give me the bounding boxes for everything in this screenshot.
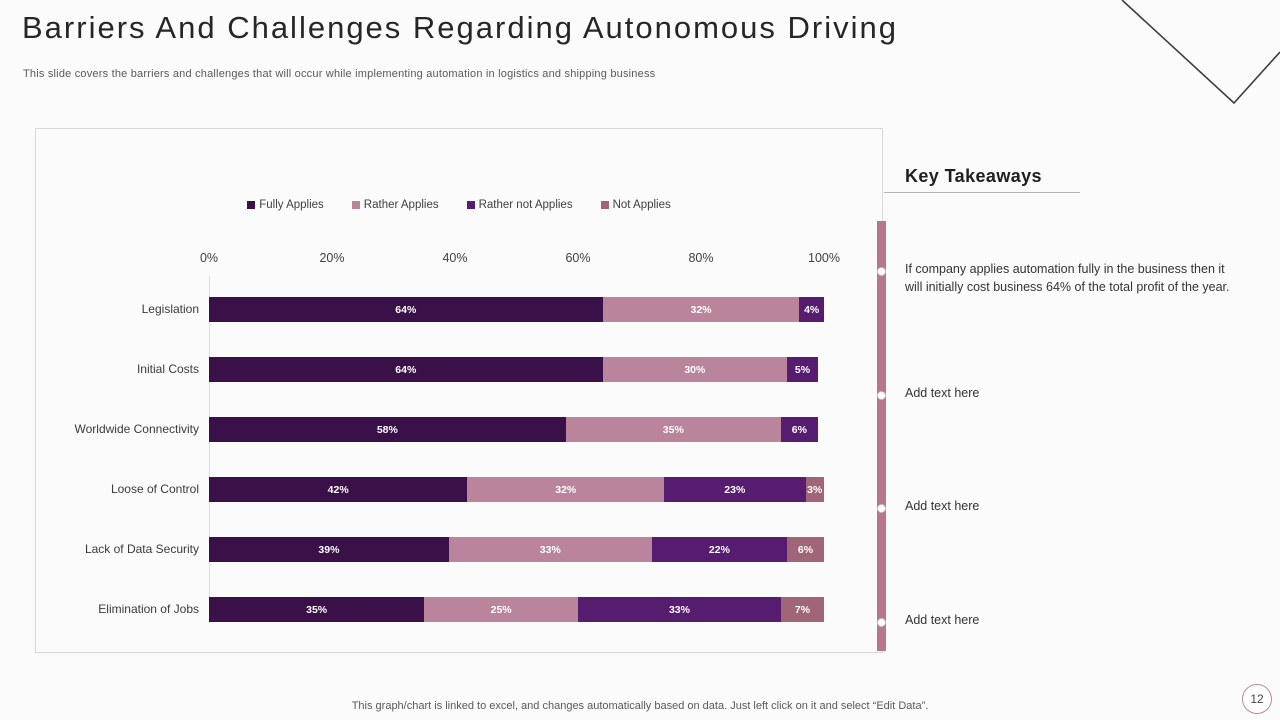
legend-swatch-rather-applies [351, 201, 360, 209]
takeaway-placeholder[interactable]: Add text here [905, 613, 980, 627]
page-title: Barriers And Challenges Regarding Autono… [22, 10, 898, 45]
bar-value-label: 5% [794, 363, 811, 376]
bar-value-label: 39% [318, 543, 340, 556]
bar-track: 39% 33% 22% 6% [209, 537, 824, 562]
bar-segment-rather-applies: 30% [602, 357, 788, 382]
takeaway-text: If company applies automation fully in t… [905, 262, 1230, 294]
legend-item-rather-applies: Rather Applies [351, 199, 439, 211]
bar-row: Legislation 64% 32% 4% [36, 297, 882, 322]
bar-value-label: 32% [690, 303, 712, 316]
bar-row: Worldwide Connectivity 58% 35% 6% [36, 417, 882, 442]
bar-segment-rather-applies: 32% [602, 297, 800, 322]
takeaway-placeholder[interactable]: Add text here [905, 499, 980, 513]
bar-row: Lack of Data Security 39% 33% 22% 6% [36, 537, 882, 562]
bar-segment-rather-applies: 35% [565, 417, 781, 442]
bar-segment-not-applies: 3% [805, 477, 824, 502]
bar-segment-rather-not-applies: 5% [787, 357, 818, 382]
bar-segment-not-applies: 6% [787, 537, 824, 562]
bar-track: 64% 32% 4% [209, 297, 824, 322]
bar-row: Initial Costs 64% 30% 5% [36, 357, 882, 382]
bar-value-label: 6% [797, 543, 814, 556]
bar-value-label: 33% [668, 603, 690, 616]
bar-segment-rather-not-applies: 23% [664, 477, 806, 502]
footer-note: This graph/chart is linked to excel, and… [351, 700, 929, 712]
x-axis-tick: 40% [442, 251, 468, 265]
legend-label: Rather not Applies [478, 199, 573, 211]
bar-segment-not-applies: 7% [780, 597, 824, 622]
bar-segment-fully-applies: 42% [209, 477, 468, 502]
bar-segment-rather-applies: 33% [448, 537, 652, 562]
bar-value-label: 35% [306, 603, 328, 616]
category-label: Initial Costs [136, 362, 199, 376]
bar-segment-fully-applies: 39% [209, 537, 449, 562]
legend-item-fully-applies: Fully Applies [247, 199, 324, 211]
page-subtitle: This slide covers the barriers and chall… [23, 68, 656, 80]
corner-chevron-decoration [1121, 0, 1280, 105]
bar-row: Elimination of Jobs 35% 25% 33% 7% [36, 597, 882, 622]
category-label: Worldwide Connectivity [74, 422, 200, 436]
legend-label: Not Applies [612, 199, 671, 211]
category-label: Loose of Control [110, 482, 199, 496]
legend-swatch-not-applies [600, 201, 609, 209]
bar-track: 35% 25% 33% 7% [209, 597, 824, 622]
bar-value-label: 4% [804, 303, 820, 316]
takeaway-bullet-marker [877, 618, 886, 627]
bar-segment-rather-not-applies: 6% [780, 417, 818, 442]
chart-axis-line [209, 276, 210, 623]
key-takeaways-underline [884, 192, 1080, 193]
bar-segment-fully-applies: 35% [209, 597, 425, 622]
key-takeaways-heading: Key Takeaways [905, 166, 1042, 186]
bar-segment-fully-applies: 58% [209, 417, 566, 442]
takeaways-accent-bar [877, 221, 886, 651]
x-axis-tick: 20% [319, 251, 345, 265]
bar-value-label: 32% [555, 483, 577, 496]
bar-track: 64% 30% 5% [209, 357, 818, 382]
bar-segment-rather-not-applies: 4% [799, 297, 824, 322]
takeaway-bullet-marker [877, 391, 886, 400]
bar-track: 58% 35% 6% [209, 417, 818, 442]
bar-segment-rather-applies: 32% [467, 477, 665, 502]
category-label: Lack of Data Security [84, 542, 199, 556]
bar-value-label: 3% [807, 483, 823, 496]
bar-value-label: 22% [708, 543, 730, 556]
bar-track: 42% 32% 23% 3% [209, 477, 824, 502]
bar-segment-rather-not-applies: 33% [578, 597, 781, 622]
bar-segment-fully-applies: 64% [209, 297, 603, 322]
bar-segment-fully-applies: 64% [209, 357, 603, 382]
bar-row: Loose of Control 42% 32% 23% 3% [36, 477, 882, 502]
bar-value-label: 33% [539, 543, 561, 556]
bar-value-label: 64% [395, 363, 417, 376]
bar-value-label: 42% [327, 483, 349, 496]
takeaway-bullet-marker [877, 504, 886, 513]
category-label: Legislation [141, 302, 199, 316]
x-axis-tick: 60% [565, 251, 591, 265]
bar-value-label: 35% [662, 423, 684, 436]
takeaway-bullet-marker [877, 267, 886, 276]
bar-value-label: 6% [791, 423, 807, 436]
x-axis-tick: 100% [808, 251, 840, 265]
x-axis-tick: 0% [199, 251, 219, 265]
page-number-badge: 12 [1242, 684, 1272, 714]
x-axis-tick: 80% [688, 251, 714, 265]
category-label: Elimination of Jobs [98, 602, 199, 616]
legend-label: Fully Applies [259, 199, 324, 211]
legend-swatch-fully-applies [247, 201, 256, 209]
legend-item-not-applies: Not Applies [600, 199, 671, 211]
bar-segment-rather-applies: 25% [424, 597, 578, 622]
bar-value-label: 64% [395, 303, 417, 316]
legend-item-rather-not-applies: Rather not Applies [466, 199, 573, 211]
bar-value-label: 25% [490, 603, 512, 616]
bar-value-label: 58% [376, 423, 398, 436]
bar-value-label: 7% [794, 603, 811, 616]
bar-value-label: 23% [724, 483, 746, 496]
stacked-bar-chart[interactable]: Fully Applies Rather Applies Rather not Ap… [35, 128, 883, 653]
takeaway-placeholder[interactable]: Add text here [905, 386, 980, 400]
bar-value-label: 30% [684, 363, 706, 376]
legend-label: Rather Applies [363, 199, 439, 211]
bar-segment-rather-not-applies: 22% [651, 537, 788, 562]
legend-swatch-rather-not-applies [466, 201, 475, 209]
chart-legend: Fully Applies Rather Applies Rather not Ap… [36, 199, 882, 211]
